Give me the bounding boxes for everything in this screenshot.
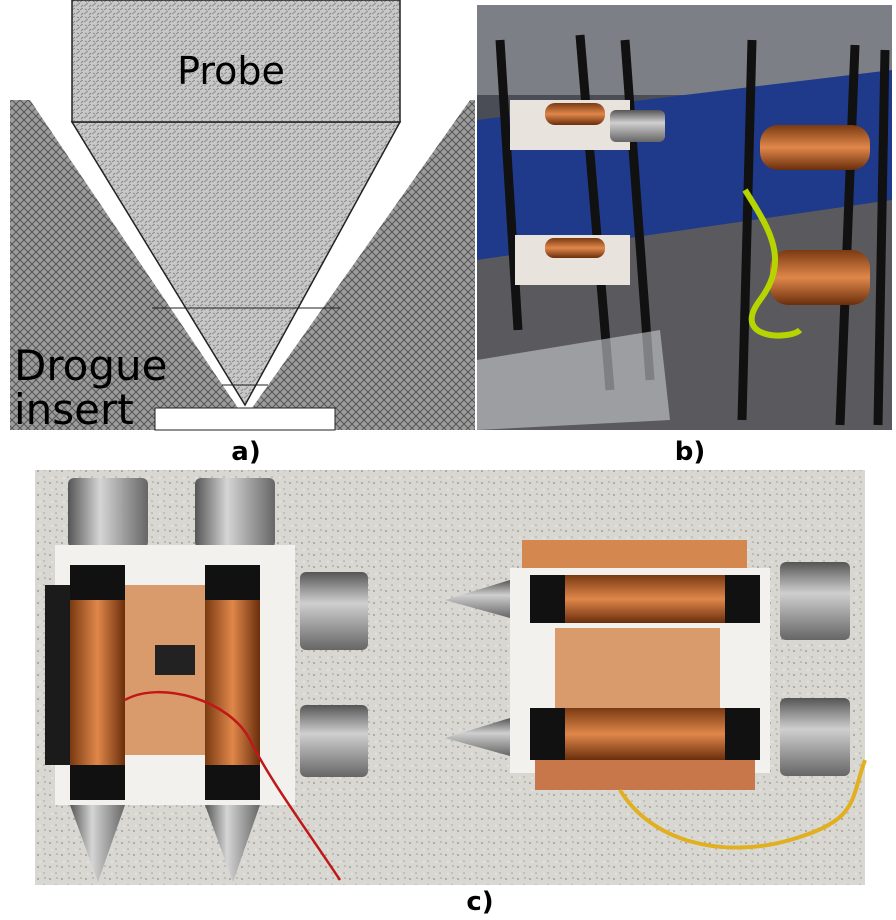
tape — [70, 565, 125, 600]
panel-a: Probe Drogue insert a) — [10, 0, 475, 467]
pcb — [555, 628, 720, 708]
cylinder — [610, 110, 665, 142]
probe-label: Probe — [177, 49, 285, 93]
coil — [760, 125, 870, 170]
pcb-edge — [535, 760, 755, 790]
coil — [545, 238, 605, 258]
cylinder — [780, 698, 850, 776]
tape — [530, 575, 565, 623]
panel-b: b) — [477, 5, 892, 467]
coil — [770, 250, 870, 305]
tape — [725, 708, 760, 760]
drogue-label: insert — [14, 385, 134, 434]
cylinder — [300, 572, 368, 650]
tape — [530, 708, 565, 760]
tape — [70, 765, 125, 800]
panel-c: c) — [35, 470, 865, 917]
coil — [70, 565, 125, 800]
tape — [725, 575, 760, 623]
tape — [205, 765, 260, 800]
figure: Probe Drogue insert a) b) — [0, 0, 896, 920]
caption: a) — [231, 437, 260, 467]
cylinder — [780, 562, 850, 640]
coil — [545, 103, 605, 125]
cylinder — [195, 478, 275, 548]
insert-slot — [155, 408, 335, 430]
cylinder — [68, 478, 148, 548]
cylinder — [300, 705, 368, 777]
caption: c) — [466, 887, 493, 917]
drogue-label: Drogue — [14, 341, 168, 390]
coil — [205, 565, 260, 800]
chip — [155, 645, 195, 675]
caption: b) — [675, 437, 706, 467]
tape — [205, 565, 260, 600]
